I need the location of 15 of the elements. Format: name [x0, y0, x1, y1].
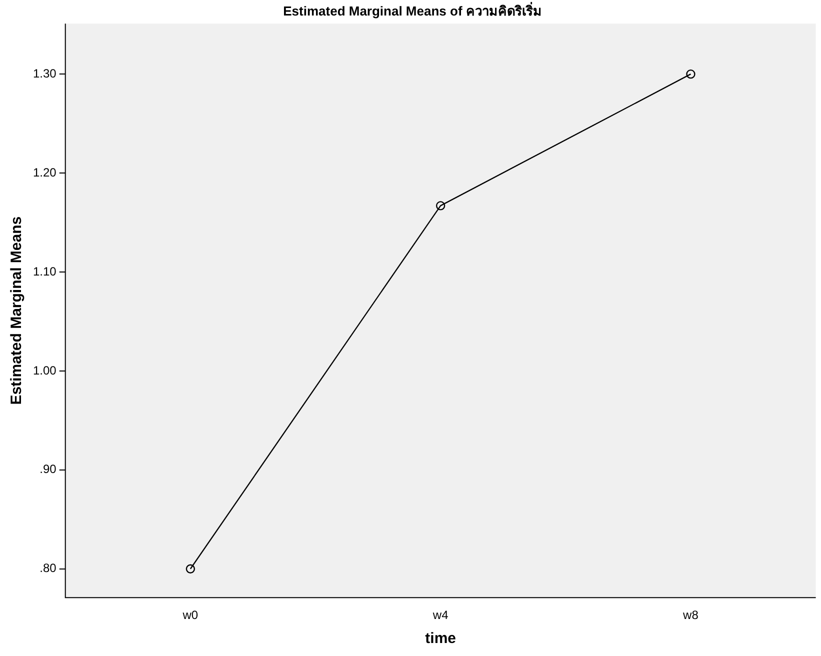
point	[436, 201, 446, 210]
y-tick-label: 1.30	[32, 66, 57, 80]
x-tick-label: w8	[682, 608, 699, 622]
x-axis-title: time	[425, 630, 456, 648]
y-tick-label: 1.00	[32, 363, 57, 378]
y-tick-label: 1.20	[32, 165, 57, 180]
y-axis-title: Estimated Marginal Means	[8, 216, 26, 405]
point	[186, 564, 196, 574]
chart-title: Estimated Marginal Means of ความคิดริเริ่ม	[283, 1, 542, 18]
y-tick-label: .90	[40, 462, 57, 476]
y-tick-label: .80	[40, 561, 57, 576]
x-tick-label: w4	[432, 608, 449, 622]
point	[686, 69, 696, 79]
y-tick-label: 1.10	[32, 264, 57, 278]
x-tick-label: w0	[182, 608, 198, 622]
